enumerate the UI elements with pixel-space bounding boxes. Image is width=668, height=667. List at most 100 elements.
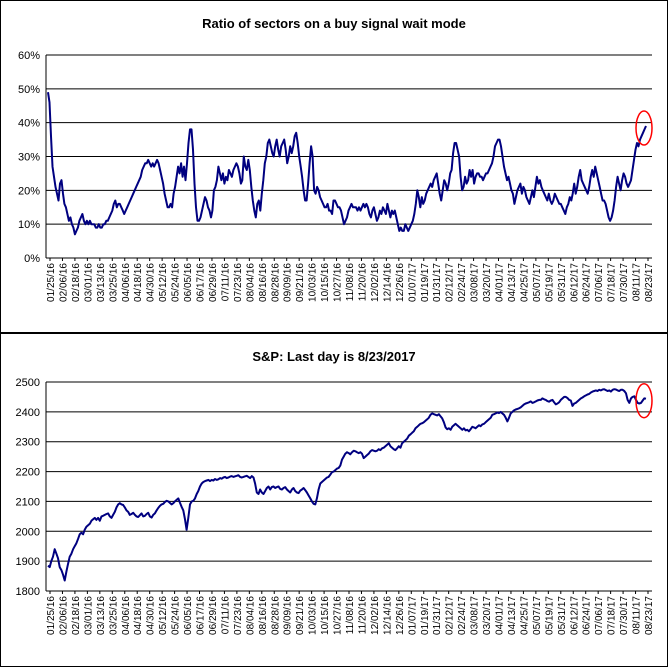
- x-tick-label: 01/19/17: [420, 263, 431, 302]
- x-tick-label: 07/11/16: [220, 263, 231, 302]
- x-tick-label: 10/27/16: [333, 263, 344, 302]
- x-tick-label: 01/19/17: [420, 596, 431, 635]
- y-tick-labels: 1800 1900 2000 2100 2200 2300 2400 2500: [16, 377, 40, 598]
- x-tick-label: 02/18/16: [71, 263, 82, 302]
- x-tick-label: 12/14/16: [382, 263, 393, 302]
- x-tick-label: 04/06/16: [121, 263, 132, 302]
- x-tick-label: 05/07/17: [532, 263, 543, 302]
- x-tick-label: 02/24/17: [457, 596, 468, 635]
- x-tick-label: 01/25/16: [46, 596, 57, 635]
- gridlines: [46, 54, 652, 259]
- x-tick-label: 09/21/16: [295, 596, 306, 635]
- highlight-ellipse: [635, 110, 653, 146]
- x-tick-label: 04/06/16: [121, 596, 132, 635]
- x-tick-label: 04/01/17: [495, 596, 506, 635]
- y-tick-label: 40%: [18, 118, 40, 130]
- highlight-group: [635, 382, 653, 419]
- x-tick-label: 01/25/16: [46, 263, 57, 302]
- x-tick-label: 03/08/17: [470, 263, 481, 302]
- x-tick-label: 09/09/16: [283, 596, 294, 635]
- x-tick-label: 04/25/17: [519, 596, 530, 635]
- x-tick-label: 05/12/16: [158, 596, 169, 635]
- x-tick-label: 05/07/17: [532, 596, 543, 635]
- series-group: [47, 92, 647, 236]
- x-tick-label: 05/24/16: [171, 263, 182, 302]
- x-tick-label: 08/04/16: [245, 263, 256, 302]
- x-tick-label: 08/28/16: [270, 596, 281, 635]
- x-tick-label: 03/20/17: [482, 263, 493, 302]
- x-tick-label: 02/12/17: [445, 263, 456, 302]
- x-tick-label: 08/04/16: [245, 596, 256, 635]
- y-tick-label: 2200: [16, 467, 40, 479]
- x-tick-label: 07/06/17: [594, 596, 605, 635]
- x-tick-label: 06/12/17: [569, 596, 580, 635]
- x-tick-label: 09/09/16: [283, 263, 294, 302]
- x-tick-labels: 01/25/16 02/06/16 02/18/16 03/01/16 03/13/16…: [46, 263, 655, 302]
- x-tick-label: 08/28/16: [270, 263, 281, 302]
- y-tick-label: 1900: [16, 556, 40, 568]
- x-tick-label: 12/26/16: [395, 596, 406, 635]
- chart-title: S&P: Last day is 8/23/2017: [252, 349, 415, 364]
- x-tick-label: 03/20/17: [482, 596, 493, 635]
- y-tick-label: 2000: [16, 526, 40, 538]
- x-tick-label: 07/23/16: [233, 596, 244, 635]
- x-tick-labels: 01/25/16 02/06/16 02/18/16 03/01/16 03/13/16…: [46, 596, 655, 635]
- x-tick-label: 07/30/17: [619, 596, 630, 635]
- ratio-chart-panel: Ratio of sectors on a buy signal wait mo…: [18, 16, 655, 302]
- x-tick-label: 11/20/16: [357, 263, 368, 302]
- x-tick-label: 03/01/16: [83, 596, 94, 635]
- x-tick-label: 12/02/16: [370, 263, 381, 302]
- x-tick-label: 01/31/17: [432, 596, 443, 635]
- x-tick-label: 08/16/16: [258, 263, 269, 302]
- x-tick-label: 04/30/16: [146, 596, 157, 635]
- chart-title: Ratio of sectors on a buy signal wait mo…: [202, 16, 466, 31]
- y-tick-label: 2300: [16, 437, 40, 449]
- x-tick-label: 05/12/16: [158, 263, 169, 302]
- x-tick-label: 08/23/17: [644, 596, 655, 635]
- x-tick-label: 02/12/17: [445, 596, 456, 635]
- x-tick-label: 12/14/16: [382, 596, 393, 635]
- x-tick-label: 05/19/17: [544, 263, 555, 302]
- x-tick-label: 01/31/17: [432, 263, 443, 302]
- x-tick-label: 08/23/17: [644, 263, 655, 302]
- x-tick-label: 09/21/16: [295, 263, 306, 302]
- x-tick-label: 07/23/16: [233, 263, 244, 302]
- y-tick-label: 20%: [18, 185, 40, 197]
- highlight-ellipse: [635, 382, 653, 419]
- x-tick-label: 01/07/17: [407, 263, 418, 302]
- y-tick-label: 10%: [18, 219, 40, 231]
- highlight-group: [635, 110, 653, 146]
- x-tick-label: 10/03/16: [308, 263, 319, 302]
- x-tick-label: 08/11/17: [632, 596, 643, 635]
- x-tick-label: 02/18/16: [71, 596, 82, 635]
- x-tick-label: 06/29/16: [208, 263, 219, 302]
- x-tick-label: 06/17/16: [196, 596, 207, 635]
- x-tick-label: 03/01/16: [83, 263, 94, 302]
- y-tick-label: 50%: [18, 84, 40, 96]
- x-tick-label: 04/13/17: [507, 263, 518, 302]
- y-tick-label: 30%: [18, 152, 40, 164]
- x-tick-label: 10/15/16: [320, 263, 331, 302]
- x-tick-label: 05/19/17: [544, 596, 555, 635]
- x-tick-label: 07/18/17: [607, 596, 618, 635]
- x-tick-label: 06/12/17: [569, 263, 580, 302]
- x-tick-label: 12/26/16: [395, 263, 406, 302]
- x-tick-label: 07/06/17: [594, 263, 605, 302]
- x-tick-label: 05/24/16: [171, 596, 182, 635]
- x-tick-label: 12/02/16: [370, 596, 381, 635]
- axes: [45, 55, 652, 261]
- y-tick-labels: 0% 10% 20% 30% 40% 50% 60%: [18, 50, 40, 265]
- x-tick-label: 03/08/17: [470, 596, 481, 635]
- x-tick-label: 04/18/16: [133, 596, 144, 635]
- x-tick-label: 10/15/16: [320, 596, 331, 635]
- y-tick-label: 60%: [18, 50, 40, 62]
- x-tick-label: 10/27/16: [333, 596, 344, 635]
- sp500-chart-panel: S&P: Last day is 8/23/2017 1800 1900 2000 2…: [16, 349, 655, 635]
- x-tick-label: 10/03/16: [308, 596, 319, 635]
- x-tick-label: 05/31/17: [557, 596, 568, 635]
- series-line: [47, 92, 647, 236]
- x-tick-label: 07/30/17: [619, 263, 630, 302]
- x-tick-label: 01/07/17: [407, 596, 418, 635]
